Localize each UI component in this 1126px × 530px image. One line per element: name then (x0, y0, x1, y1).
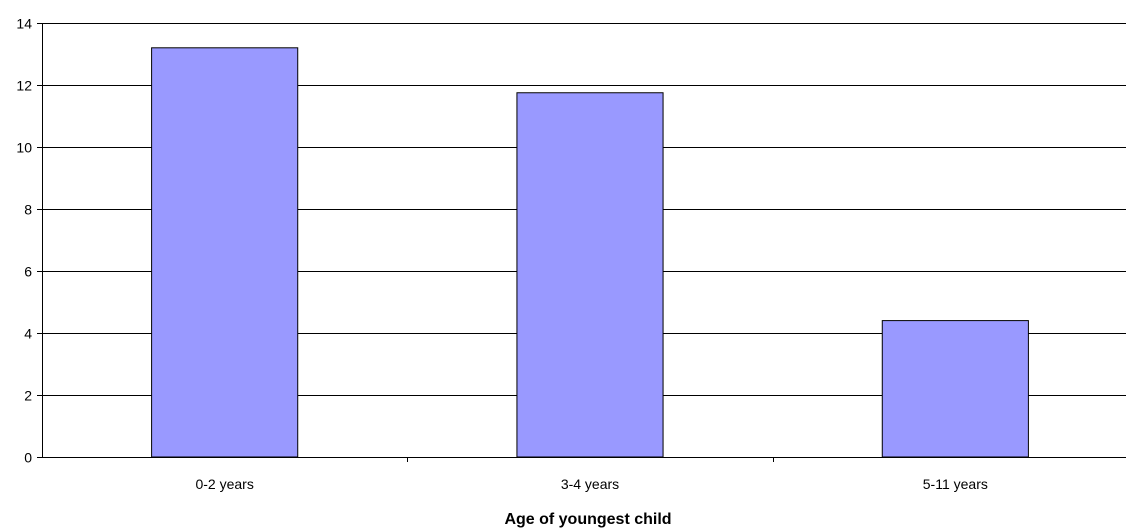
bar-0-2-years (151, 47, 299, 458)
y-tick-label: 14 (16, 16, 32, 32)
x-axis-title: Age of youngest child (504, 511, 671, 528)
y-tick-label: 8 (24, 202, 32, 218)
axes (42, 23, 1126, 458)
y-tick-label: 10 (16, 140, 32, 156)
y-tick-label: 12 (16, 78, 32, 94)
x-tick-labels: 0-2 years 3-4 years 5-11 years (195, 476, 987, 492)
x-tick-label: 3-4 years (561, 476, 619, 492)
y-tick-label: 4 (24, 326, 32, 342)
x-tick-label: 0-2 years (195, 476, 253, 492)
y-tick-label: 2 (24, 388, 32, 404)
bars (151, 47, 1029, 458)
bar-5-11-years (881, 320, 1029, 458)
x-tick-label: 5-11 years (923, 476, 988, 492)
y-tick-label: 0 (24, 450, 32, 466)
y-tick-label: 6 (24, 264, 32, 280)
bar-3-4-years (516, 92, 664, 458)
y-tick-labels: 0 2 4 6 8 10 12 14 (16, 16, 32, 466)
